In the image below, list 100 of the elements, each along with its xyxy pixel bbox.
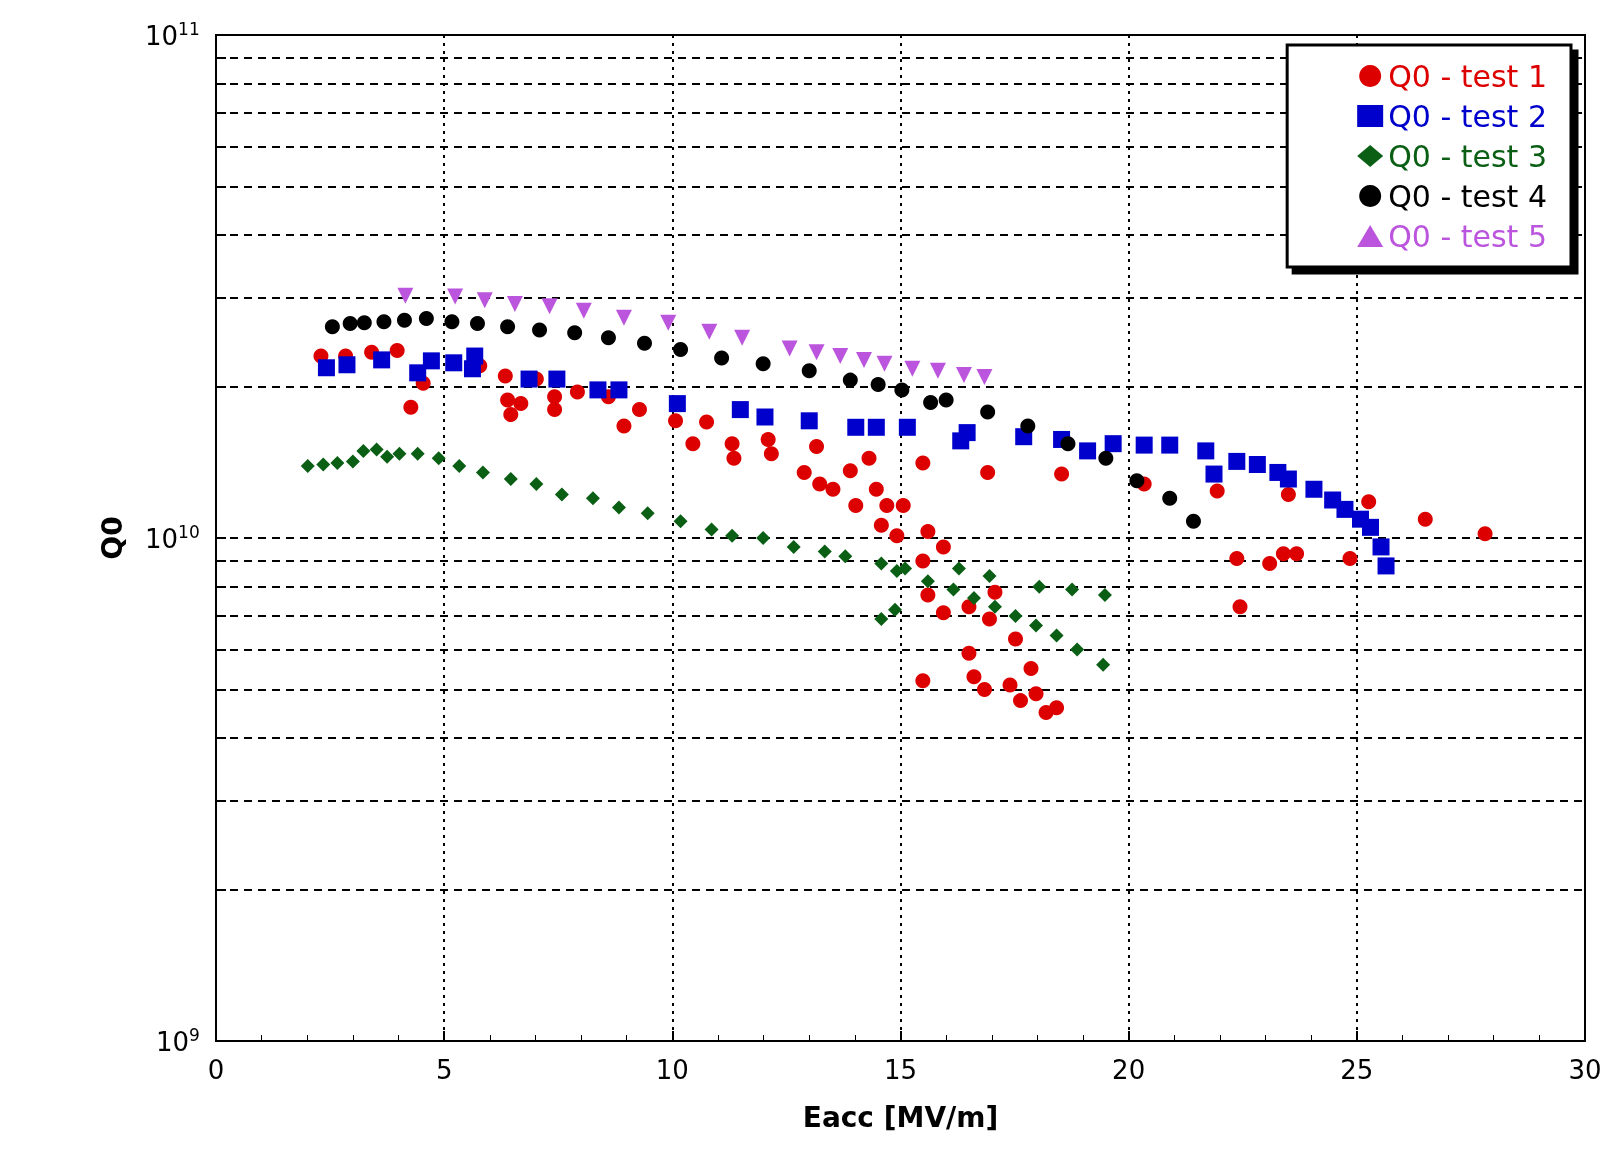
point bbox=[838, 549, 853, 564]
point bbox=[1029, 618, 1044, 633]
point bbox=[976, 368, 993, 385]
point bbox=[410, 446, 425, 461]
point bbox=[731, 401, 749, 419]
point bbox=[870, 376, 886, 392]
point bbox=[1377, 557, 1395, 575]
point bbox=[951, 561, 966, 576]
point bbox=[1070, 642, 1085, 657]
point bbox=[1162, 490, 1178, 506]
point bbox=[444, 314, 460, 330]
point bbox=[889, 563, 904, 578]
point bbox=[756, 531, 771, 545]
point bbox=[452, 459, 467, 474]
point bbox=[422, 352, 440, 370]
point bbox=[640, 506, 655, 521]
point bbox=[500, 319, 516, 335]
point bbox=[938, 392, 954, 408]
point bbox=[392, 446, 407, 461]
point bbox=[982, 569, 997, 584]
point bbox=[575, 302, 592, 319]
point bbox=[855, 351, 872, 368]
point bbox=[356, 443, 371, 458]
point bbox=[1305, 480, 1323, 498]
point bbox=[888, 602, 903, 617]
x-tick-label: 10 bbox=[655, 1055, 689, 1085]
point bbox=[756, 408, 774, 426]
x-tick-label: 30 bbox=[1568, 1055, 1602, 1085]
point bbox=[529, 477, 544, 492]
point bbox=[832, 348, 849, 365]
point bbox=[1104, 435, 1122, 453]
point bbox=[894, 382, 910, 398]
point bbox=[1135, 436, 1153, 454]
point bbox=[786, 539, 801, 554]
point bbox=[874, 556, 889, 571]
x-tick-label: 5 bbox=[435, 1055, 453, 1085]
point bbox=[842, 372, 858, 388]
legend-label: Q0 - test 4 bbox=[1388, 178, 1548, 214]
point bbox=[1197, 442, 1215, 460]
legend-label: Q0 - test 3 bbox=[1388, 138, 1548, 174]
point bbox=[637, 335, 652, 351]
point bbox=[469, 315, 485, 331]
point bbox=[920, 574, 935, 589]
point bbox=[867, 418, 885, 436]
point bbox=[317, 359, 335, 377]
point bbox=[1008, 608, 1023, 623]
point bbox=[704, 522, 719, 537]
point bbox=[316, 457, 331, 472]
point bbox=[396, 312, 412, 328]
point bbox=[874, 612, 889, 627]
point bbox=[781, 340, 798, 357]
point bbox=[958, 424, 976, 442]
point bbox=[701, 323, 718, 340]
point bbox=[847, 418, 865, 436]
point bbox=[1097, 588, 1112, 603]
x-tick-label: 15 bbox=[883, 1055, 918, 1085]
legend-label: Q0 - test 2 bbox=[1388, 98, 1548, 134]
point bbox=[876, 355, 893, 372]
point bbox=[966, 590, 981, 605]
y-tick-label: 10$^{11}$ bbox=[145, 19, 200, 51]
point bbox=[946, 582, 961, 597]
x-tick-label: 20 bbox=[1112, 1055, 1146, 1085]
point bbox=[356, 315, 372, 331]
point bbox=[475, 465, 490, 480]
point bbox=[447, 288, 464, 305]
point bbox=[673, 514, 688, 529]
point bbox=[409, 364, 427, 382]
point bbox=[369, 442, 384, 457]
point bbox=[668, 395, 686, 413]
point bbox=[1161, 436, 1179, 454]
point bbox=[1228, 452, 1246, 470]
point bbox=[801, 363, 817, 379]
x-tick-label: 0 bbox=[207, 1055, 225, 1085]
point bbox=[554, 487, 569, 502]
point bbox=[506, 295, 523, 312]
point bbox=[476, 292, 493, 309]
y-tick-label: 10$^{9}$ bbox=[156, 1025, 200, 1057]
legend-label: Q0 - test 1 bbox=[1388, 58, 1548, 94]
point bbox=[376, 314, 392, 330]
point bbox=[380, 449, 395, 464]
point bbox=[532, 322, 548, 338]
point bbox=[300, 459, 315, 474]
legend-label: Q0 - test 5 bbox=[1388, 218, 1548, 254]
point bbox=[1032, 579, 1047, 594]
point bbox=[503, 472, 518, 487]
point bbox=[904, 360, 921, 377]
point bbox=[673, 342, 689, 357]
point bbox=[610, 381, 628, 399]
point bbox=[1098, 450, 1114, 466]
point bbox=[1336, 500, 1354, 518]
point bbox=[1362, 518, 1380, 536]
point bbox=[1065, 582, 1080, 597]
point bbox=[431, 451, 446, 466]
point bbox=[342, 315, 358, 331]
point bbox=[324, 319, 340, 335]
point bbox=[520, 370, 538, 388]
point bbox=[1020, 418, 1036, 434]
point bbox=[567, 325, 583, 341]
point bbox=[541, 298, 558, 315]
point bbox=[589, 381, 607, 399]
